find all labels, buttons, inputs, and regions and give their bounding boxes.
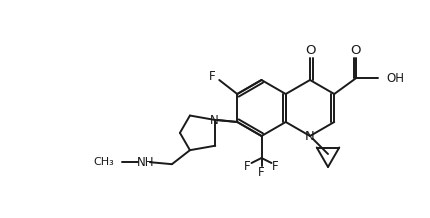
Text: F: F bbox=[258, 165, 265, 179]
Text: O: O bbox=[350, 44, 360, 58]
Text: F: F bbox=[272, 160, 279, 172]
Text: CH₃: CH₃ bbox=[93, 157, 114, 167]
Text: N: N bbox=[210, 114, 218, 126]
Text: N: N bbox=[305, 129, 315, 143]
Text: F: F bbox=[209, 70, 215, 82]
Text: NH: NH bbox=[137, 156, 155, 169]
Text: OH: OH bbox=[386, 72, 404, 85]
Text: O: O bbox=[305, 44, 315, 58]
Text: F: F bbox=[244, 160, 251, 172]
